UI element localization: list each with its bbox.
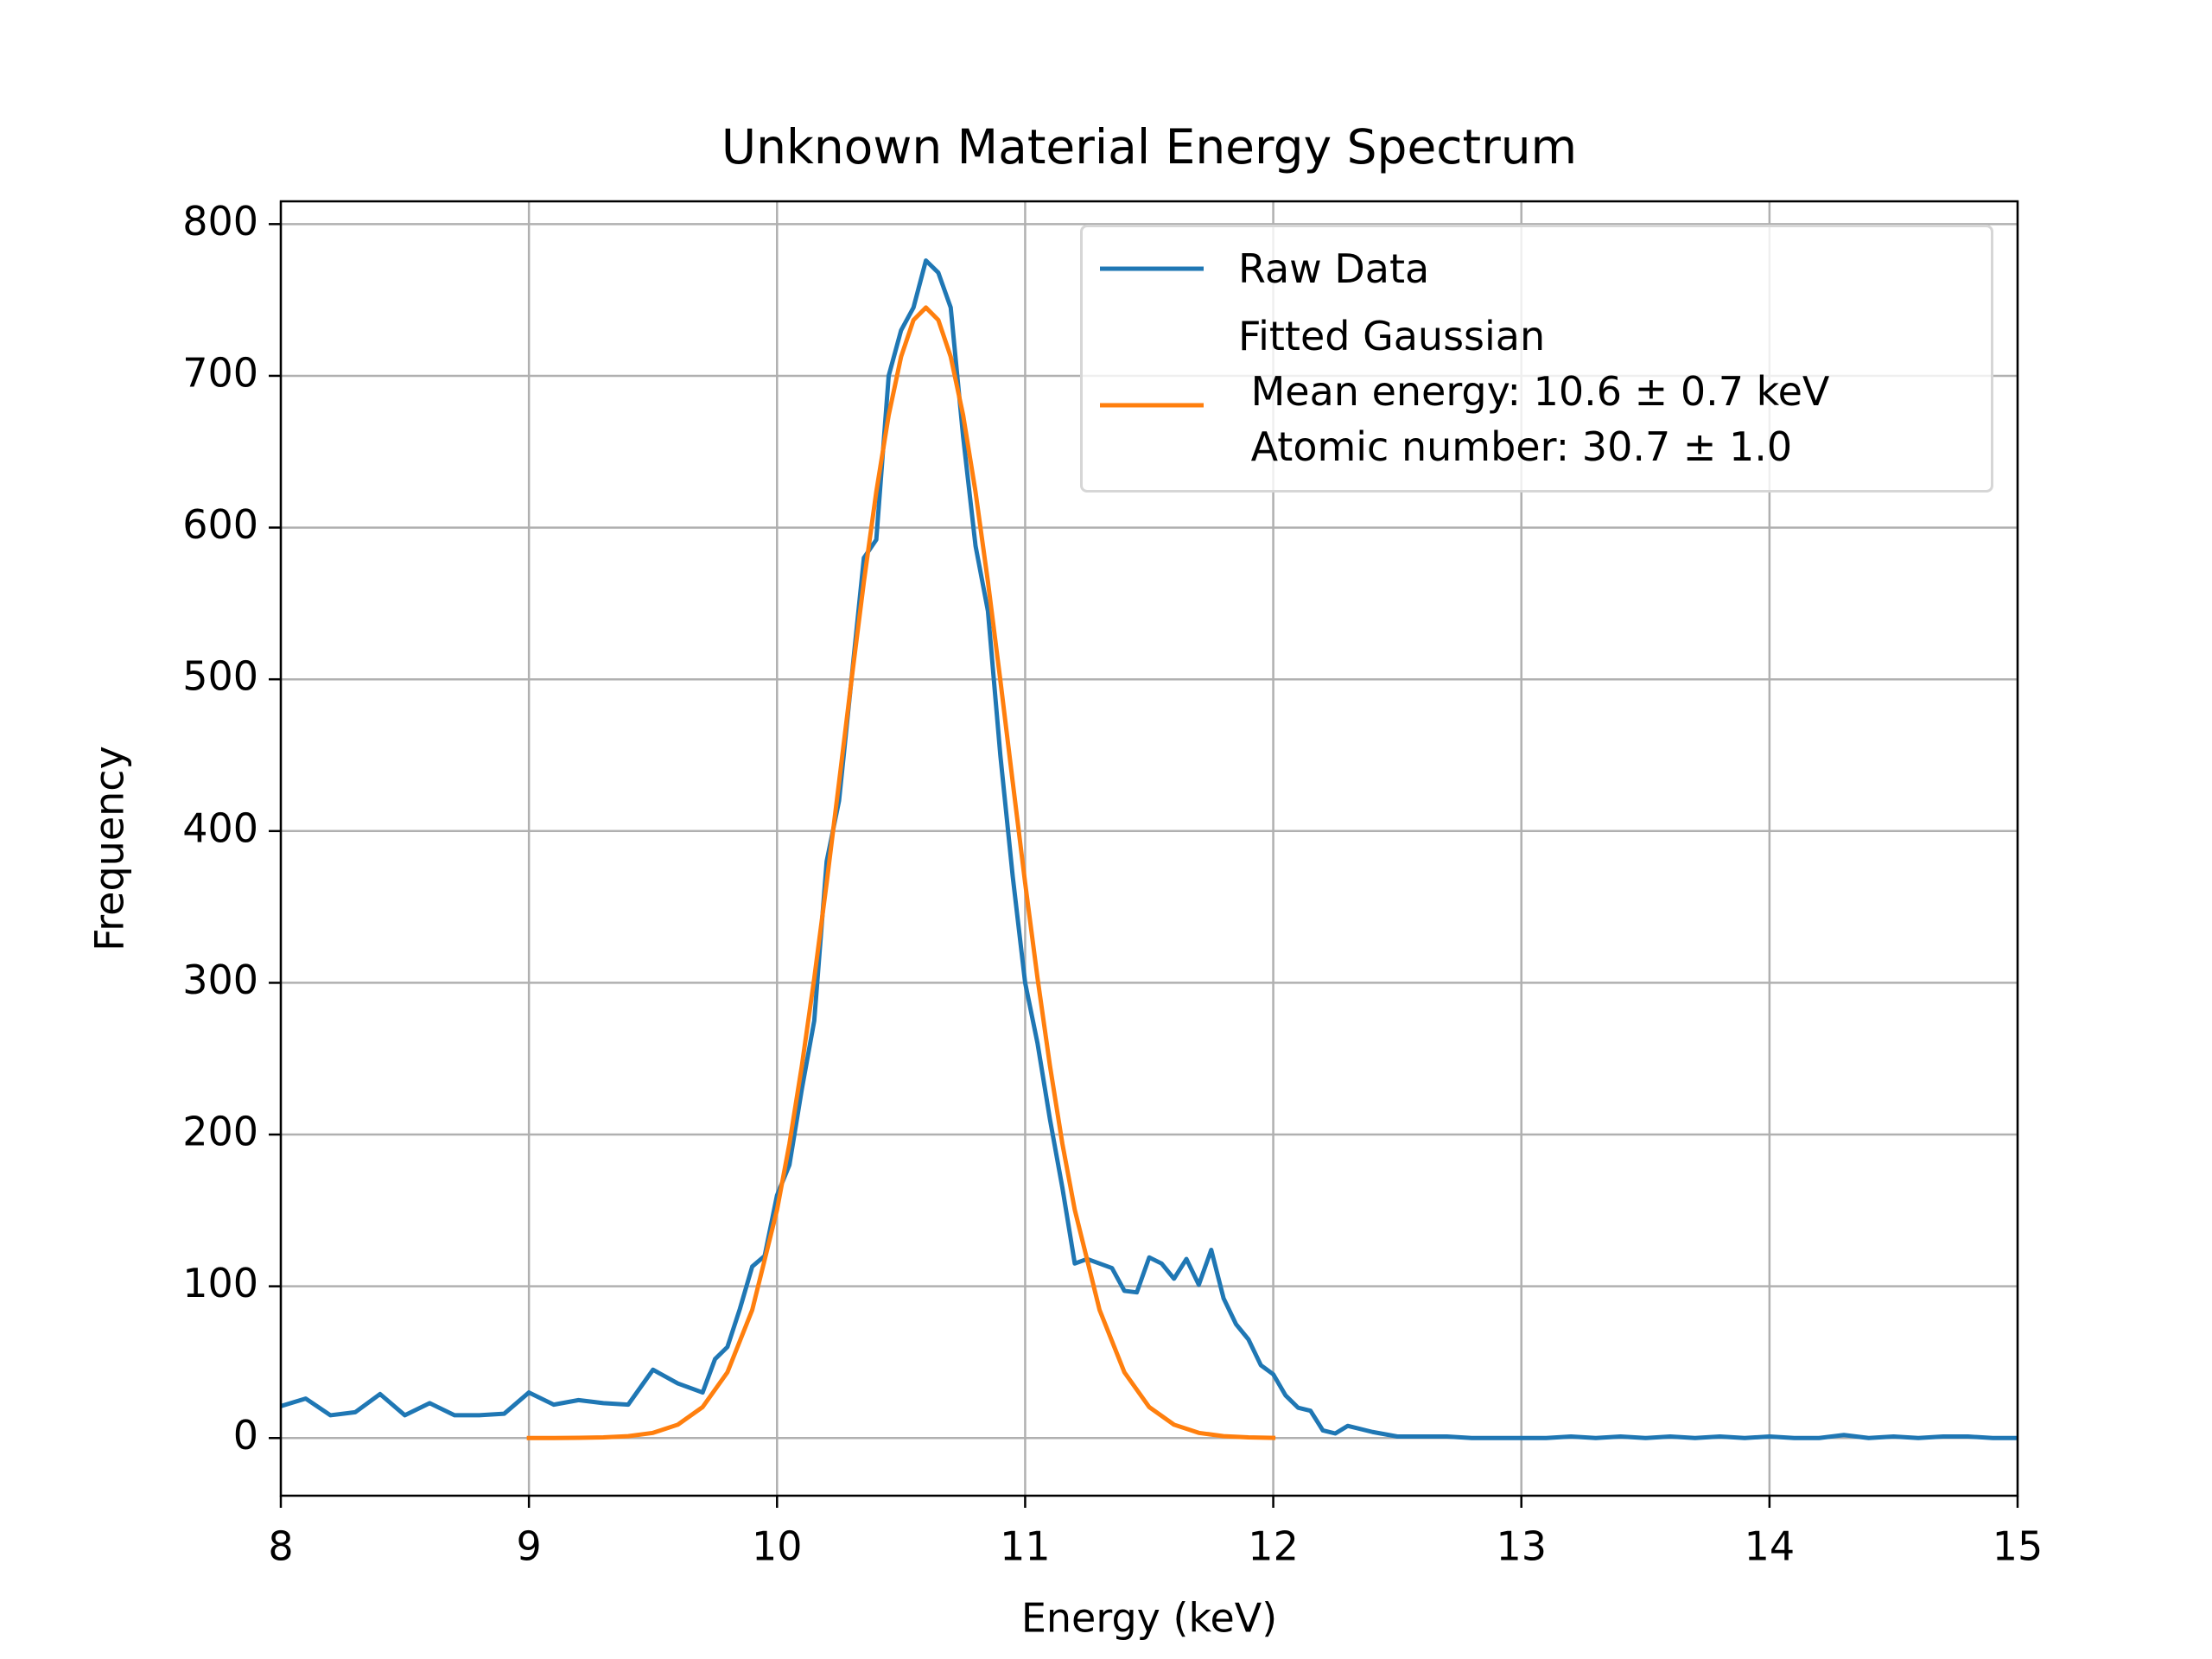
legend-label: Raw Data [1238,245,1430,292]
y-tick-label: 600 [182,501,258,548]
x-tick-label: 10 [752,1523,803,1570]
y-tick-label: 300 [182,957,258,1003]
axes-frame [279,200,2019,1497]
y-tick-label: 700 [182,349,258,396]
x-axis-label: Energy (keV) [1021,1595,1277,1642]
y-axis-label: Frequency [86,746,133,951]
data-line [526,305,1276,1440]
y-tick-label: 800 [182,198,258,245]
y-tick-label: 400 [182,804,258,851]
x-tick-label: 15 [1993,1523,2044,1570]
x-tick-label: 11 [1000,1523,1051,1570]
legend-label: Fitted Gaussian Mean energy: 10.6 ± 0.7 … [1238,313,1830,470]
y-tick-label: 100 [182,1260,258,1306]
chart-title: Unknown Material Energy Spectrum [721,119,1577,175]
x-tick-label: 8 [268,1523,293,1570]
legend-handles [1100,266,1204,408]
legend: Raw Data Fitted Gaussian Mean energy: 10.… [1080,225,1993,493]
y-tick-label: 200 [182,1109,258,1155]
y-tick-label: 500 [182,653,258,700]
x-tick-label: 14 [1745,1523,1796,1570]
x-tick-label: 13 [1496,1523,1547,1570]
x-tick-label: 9 [517,1523,542,1570]
plot-area [281,257,2018,1440]
ticks: 8 9 10 11 12 13 14 15 0 100 200 300 400 500 600 700 800 [182,198,2043,1570]
y-tick-label: 0 [233,1412,258,1459]
x-tick-label: 12 [1248,1523,1299,1570]
